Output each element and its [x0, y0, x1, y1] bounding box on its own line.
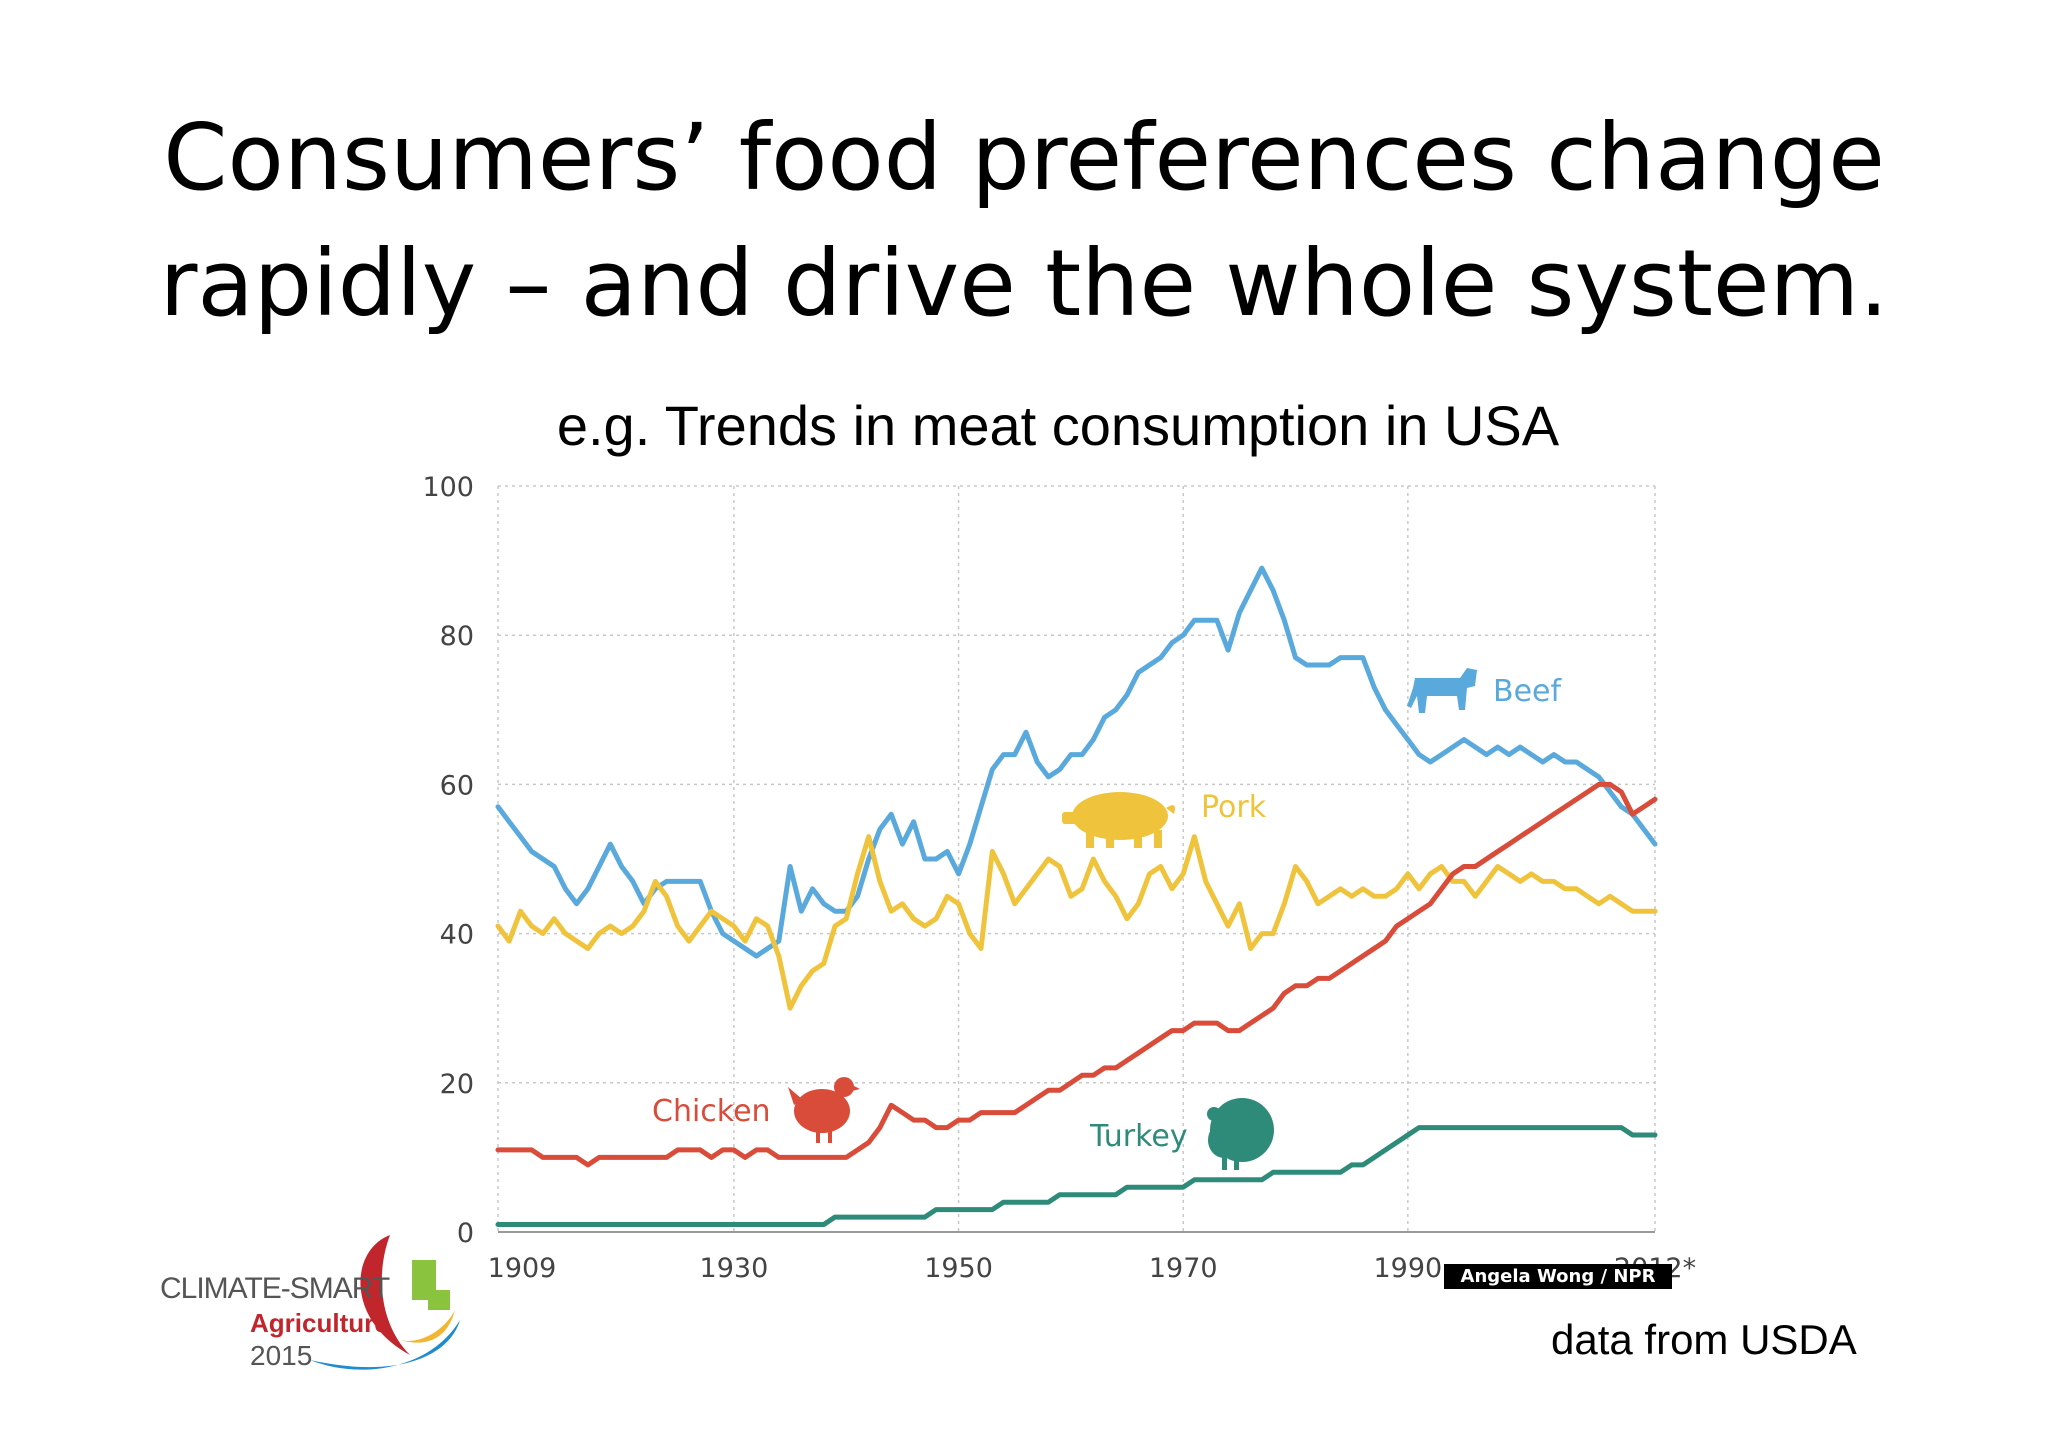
climate-smart-logo: CLIMATE-SMART Agriculture 2015 [150, 1230, 470, 1380]
series-line-chicken [495, 781, 1658, 1168]
slide-title-line1: Consumers’ food preferences change [163, 104, 1885, 211]
y-tick-label: 80 [440, 621, 474, 652]
y-tick-label: 40 [440, 920, 474, 951]
series-line-pork [495, 834, 1658, 1011]
x-tick-label: 1990 [1374, 1253, 1443, 1284]
y-tick-label: 60 [440, 770, 474, 801]
series-label-chicken: Chicken [652, 1094, 771, 1129]
x-tick-label: 1950 [924, 1253, 993, 1284]
series-label-pork: Pork [1201, 790, 1267, 825]
turkey-icon [1207, 1098, 1274, 1170]
logo-line3: 2015 [250, 1340, 313, 1371]
slide-title: Consumers’ food preferences change rapid… [0, 95, 2048, 347]
series-label-beef: Beef [1493, 674, 1562, 709]
logo-line1: CLIMATE-SMART [160, 1272, 390, 1305]
pig-icon [1062, 792, 1175, 848]
series-line-turkey [495, 1125, 1658, 1227]
y-tick-label: 0 [457, 1218, 474, 1249]
logo-swoosh-icon [310, 1235, 460, 1370]
chart-subtitle: e.g. Trends in meat consumption in USA [556, 394, 1560, 457]
y-tick-label: 100 [422, 472, 474, 503]
chicken-icon [788, 1077, 860, 1143]
data-source: data from USDA [1551, 1316, 1857, 1363]
series-line-beef [495, 565, 1658, 959]
credit-label: Angela Wong / NPR [1444, 1264, 1672, 1289]
logo-line2: Agriculture [250, 1308, 389, 1338]
y-tick-label: 20 [440, 1069, 474, 1100]
slide-title-line2: rapidly – and drive the whole system. [159, 230, 1889, 337]
x-tick-label: 1930 [700, 1253, 769, 1284]
cow-icon [1407, 668, 1477, 713]
series-label-turkey: Turkey [1089, 1119, 1188, 1154]
x-tick-label: 1970 [1149, 1253, 1218, 1284]
x-tick-label: 1909 [488, 1253, 557, 1284]
